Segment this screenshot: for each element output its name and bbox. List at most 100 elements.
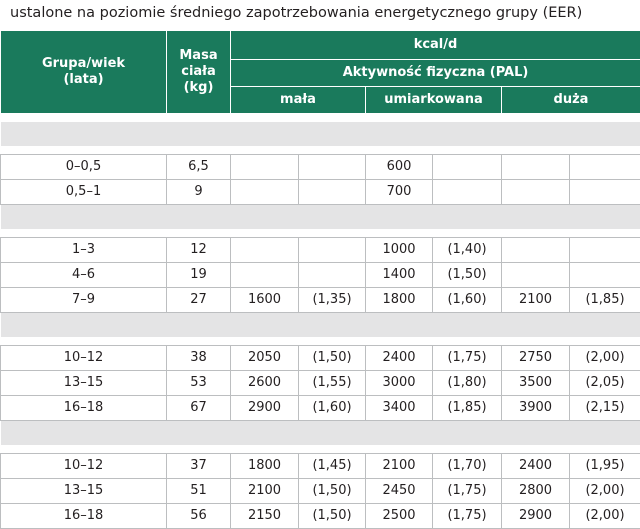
header-kcal: kcal/d [231,31,640,60]
cell-low-pal [299,180,366,205]
cell-low-kcal: 2600 [231,371,299,396]
cell-age: 10–12 [1,454,167,479]
cell-moderate-kcal: 3400 [366,396,433,421]
section-gap [1,229,640,238]
cell-moderate-kcal: 2500 [366,504,433,529]
cell-mass: 67 [167,396,231,421]
cell-high-pal [570,155,640,180]
cell-age: 7–9 [1,288,167,313]
section-separator [1,205,640,230]
section-gap [1,114,640,123]
cell-age: 16–18 [1,396,167,421]
cell-low-pal [299,263,366,288]
cell-moderate-kcal: 2400 [366,346,433,371]
cell-mass: 6,5 [167,155,231,180]
cell-moderate-pal: (1,70) [433,454,502,479]
cell-age: 13–15 [1,371,167,396]
cell-high-pal: (2,05) [570,371,640,396]
cell-moderate-pal [433,155,502,180]
cell-low-kcal [231,238,299,263]
section-separator [1,122,640,146]
cell-high-pal: (2,00) [570,504,640,529]
cell-low-kcal [231,155,299,180]
cell-moderate-pal: (1,75) [433,346,502,371]
cell-high-pal: (2,00) [570,346,640,371]
cell-moderate-pal: (1,75) [433,504,502,529]
cell-high-kcal: 3900 [502,396,570,421]
cell-mass: 53 [167,371,231,396]
cell-moderate-pal: (1,40) [433,238,502,263]
cell-moderate-pal [433,180,502,205]
header-activity-low: mała [231,87,366,114]
cell-age: 0,5–1 [1,180,167,205]
cell-age: 0–0,5 [1,155,167,180]
cell-mass: 56 [167,504,231,529]
header-group-age: Grupa/wiek (lata) [1,31,167,114]
section-separator [1,421,640,446]
section-gap [1,337,640,346]
cell-low-pal: (1,35) [299,288,366,313]
cell-mass: 9 [167,180,231,205]
section-separator [1,313,640,338]
table-header: Grupa/wiek (lata) Masa ciała (kg) kcal/d… [1,31,640,114]
cell-high-kcal: 2100 [502,288,570,313]
cell-moderate-kcal: 1800 [366,288,433,313]
header-body-mass: Masa ciała (kg) [167,31,231,114]
cell-high-pal: (1,85) [570,288,640,313]
cell-high-pal: (1,95) [570,454,640,479]
cell-low-pal: (1,50) [299,504,366,529]
cell-moderate-kcal: 3000 [366,371,433,396]
cell-high-kcal: 3500 [502,371,570,396]
cell-age: 16–18 [1,504,167,529]
cell-low-pal: (1,60) [299,396,366,421]
cell-moderate-pal: (1,85) [433,396,502,421]
cell-low-pal [299,238,366,263]
cell-moderate-kcal: 700 [366,180,433,205]
cell-low-pal: (1,50) [299,346,366,371]
header-activity-moderate: umiarkowana [366,87,502,114]
cell-low-pal [299,155,366,180]
cell-moderate-kcal: 1400 [366,263,433,288]
cell-age: 1–3 [1,238,167,263]
cell-moderate-kcal: 1000 [366,238,433,263]
cell-low-kcal: 2150 [231,504,299,529]
cell-high-pal [570,263,640,288]
header-activity-high: duża [502,87,640,114]
cell-low-kcal: 1800 [231,454,299,479]
cell-high-kcal [502,263,570,288]
section-gap [1,146,640,155]
cell-age: 10–12 [1,346,167,371]
cell-low-kcal [231,263,299,288]
cell-low-kcal: 1600 [231,288,299,313]
cell-high-kcal [502,155,570,180]
cell-high-pal [570,180,640,205]
cell-moderate-kcal: 600 [366,155,433,180]
cell-moderate-kcal: 2100 [366,454,433,479]
cell-high-kcal [502,180,570,205]
section-gap [1,445,640,454]
cell-low-kcal: 2900 [231,396,299,421]
cell-high-kcal [502,238,570,263]
cell-age: 4–6 [1,263,167,288]
cell-high-pal: (2,15) [570,396,640,421]
cell-mass: 27 [167,288,231,313]
energy-requirement-table: Grupa/wiek (lata) Masa ciała (kg) kcal/d… [0,30,640,529]
cell-mass: 37 [167,454,231,479]
cell-high-kcal: 2900 [502,504,570,529]
cell-low-kcal [231,180,299,205]
cell-mass: 38 [167,346,231,371]
header-pal: Aktywność fizyczna (PAL) [231,60,640,87]
cell-low-kcal: 2050 [231,346,299,371]
cell-moderate-pal: (1,60) [433,288,502,313]
cell-mass: 12 [167,238,231,263]
cell-high-kcal: 2750 [502,346,570,371]
